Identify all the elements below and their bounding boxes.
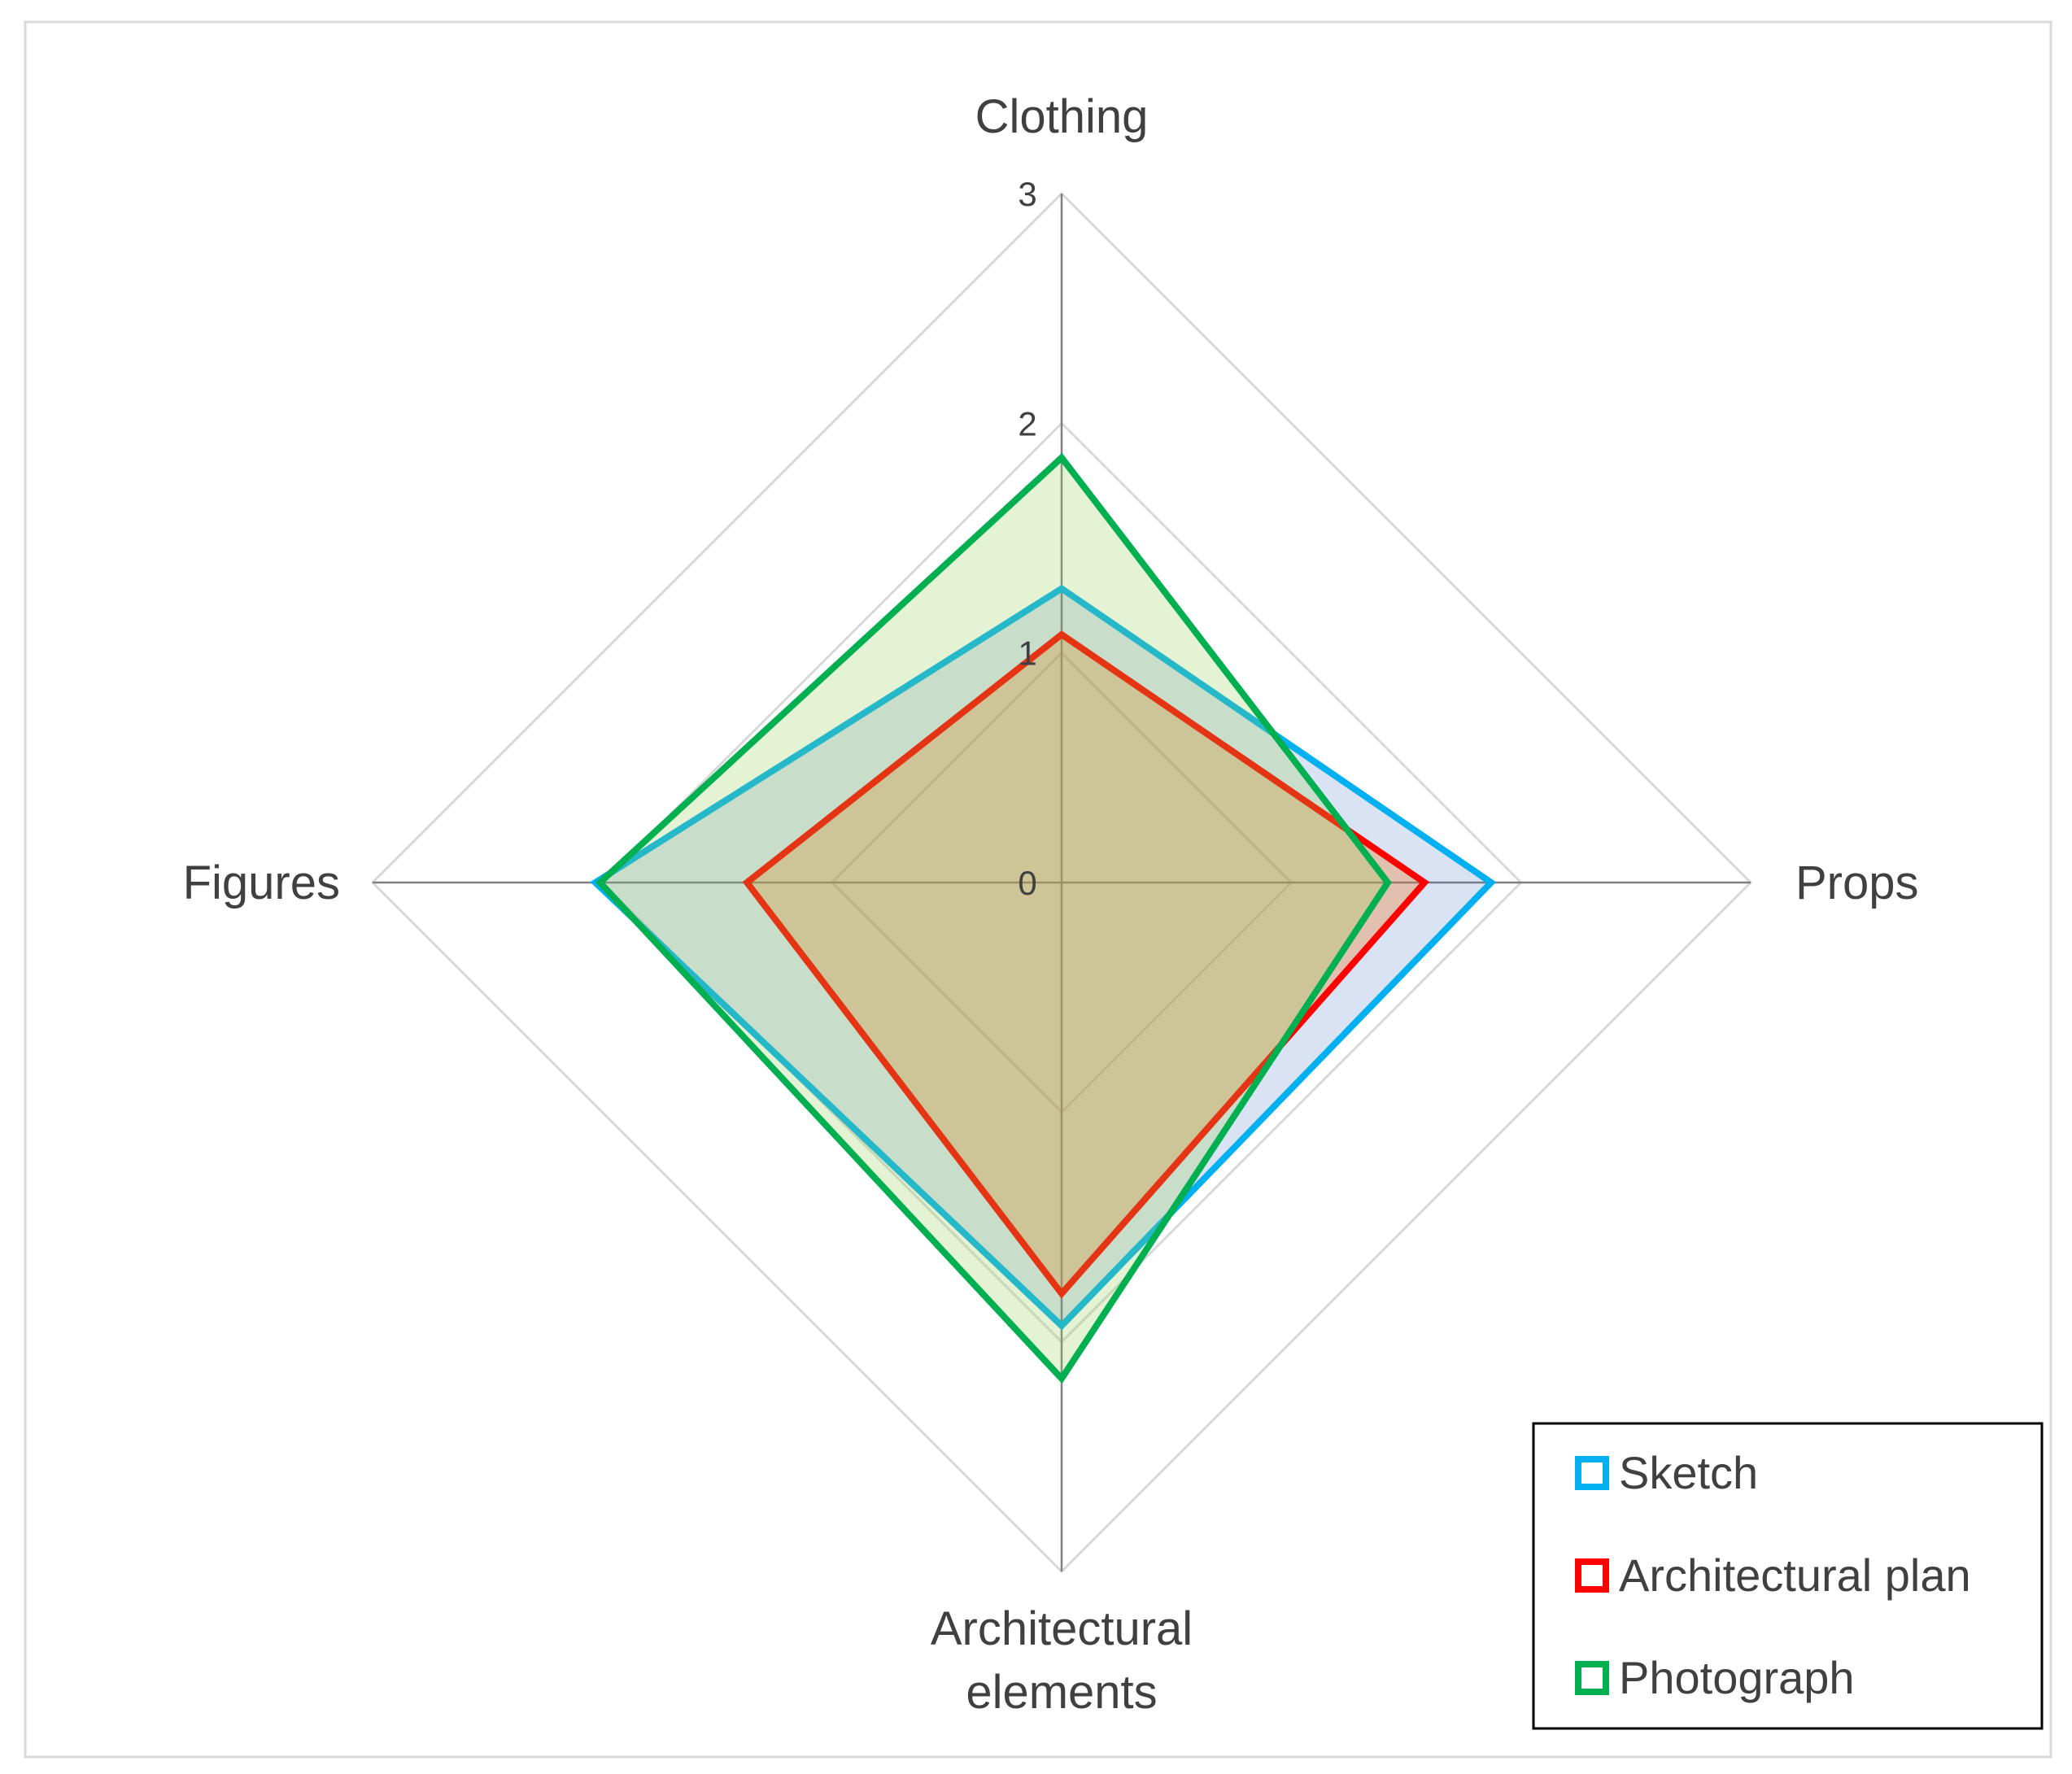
legend-swatch xyxy=(1575,1558,1609,1593)
legend-swatch xyxy=(1575,1456,1609,1490)
radar-axes xyxy=(373,194,1751,1571)
legend-label: Architectural plan xyxy=(1619,1550,1971,1601)
series-architectural-plan xyxy=(742,630,1430,1299)
legend-swatch xyxy=(1575,1661,1609,1695)
legend-box xyxy=(1532,1422,2044,1730)
radar-category-labels: Clothing Props Architectural elements Figure… xyxy=(183,90,1919,1719)
tick-label: 2 xyxy=(1018,404,1036,442)
category-label: Props xyxy=(1795,856,1919,909)
tick-label: 3 xyxy=(1018,175,1036,213)
legend-label: Sketch xyxy=(1619,1447,1758,1498)
radar-series xyxy=(590,452,1497,1384)
legend: Sketch Architectural plan Photograph xyxy=(1532,1422,2044,1730)
tick-label: 1 xyxy=(1018,634,1036,673)
category-label: Architectural elements xyxy=(931,1602,1193,1719)
series-photograph xyxy=(595,452,1392,1384)
radar-tick-labels: 0 1 2 3 xyxy=(1018,175,1036,902)
tick-label: 0 xyxy=(1018,864,1036,902)
legend-label: Photograph xyxy=(1619,1652,1855,1703)
category-label: Figures xyxy=(183,856,340,909)
category-label: Clothing xyxy=(975,90,1149,143)
